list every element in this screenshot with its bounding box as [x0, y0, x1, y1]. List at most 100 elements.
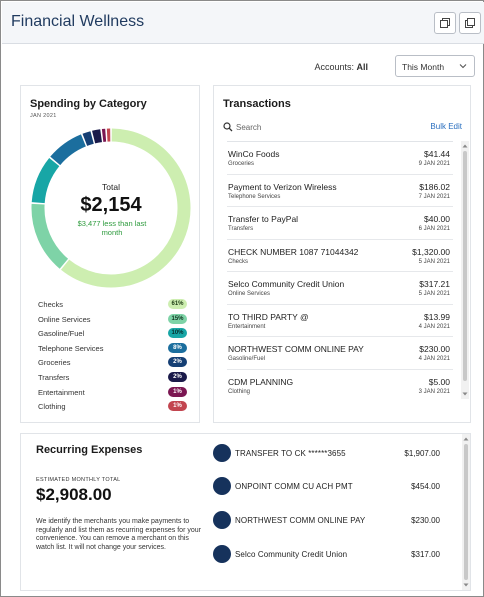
legend-item-label: Entertainment: [38, 387, 85, 397]
transaction-date: 3 JAN 2021: [418, 388, 450, 395]
transaction-name: CHECK NUMBER 1087 71044342: [228, 246, 359, 257]
chevron-down-icon: [459, 64, 467, 69]
donut-slice[interactable]: [60, 128, 191, 288]
transaction-row[interactable]: CHECK NUMBER 1087 71044342 Checks $1,320.0…: [227, 240, 453, 272]
legend-item[interactable]: Groceries 2%: [34, 355, 190, 370]
donut-slice[interactable]: [31, 203, 69, 269]
percent-badge: 61%: [168, 299, 187, 309]
transaction-date: 5 JAN 2021: [418, 291, 450, 297]
scrollbar-thumb[interactable]: [463, 151, 467, 381]
scroll-down-icon[interactable]: [462, 391, 468, 397]
total-label: Total: [102, 182, 120, 192]
scrollbar-thumb[interactable]: [464, 444, 468, 580]
legend-item-label: Clothing: [38, 402, 66, 412]
legend-item-label: Checks: [38, 300, 64, 309]
transaction-category: Gasoline/Fuel: [228, 356, 266, 362]
legend-item[interactable]: Gasoline/Fuel 10%: [34, 326, 190, 341]
legend-item-label: Transfers: [38, 372, 70, 382]
transactions-card: Transactions Bulk Edit WinCo Foods Grocer…: [213, 85, 471, 423]
transaction-amount: $317.21: [419, 279, 450, 289]
percent-badge: 10%: [168, 328, 187, 339]
transaction-category: Groceries: [228, 161, 255, 167]
period-select[interactable]: This Month: [395, 55, 475, 77]
transaction-amount: $5.00: [428, 376, 450, 387]
transaction-amount: $40.00: [424, 214, 450, 224]
spending-donut-chart: [31, 128, 191, 288]
recurring-item-name: TRANSFER TO CK ******3655: [235, 449, 346, 458]
transactions-scrollbar[interactable]: [461, 141, 469, 399]
transaction-category: Checks: [228, 258, 249, 265]
transaction-date: 9 JAN 2021: [418, 161, 450, 167]
spending-title: Spending by Category: [30, 98, 147, 110]
recurring-item-amount: $230.00: [411, 516, 440, 525]
transaction-row[interactable]: Payment to Verizon Wireless Telephone Ser…: [227, 175, 453, 207]
search-input[interactable]: [236, 120, 366, 134]
transaction-row[interactable]: CDM PLANNING Clothing $5.00 3 JAN 2021: [227, 370, 453, 400]
transaction-amount: $186.02: [419, 181, 450, 192]
legend-item[interactable]: Transfers 2%: [34, 370, 190, 385]
scroll-down-icon[interactable]: [463, 582, 469, 588]
transaction-name: Payment to Verizon Wireless: [228, 181, 337, 192]
bulk-edit-link[interactable]: Bulk Edit: [430, 122, 462, 131]
legend-item[interactable]: Entertainment 1%: [34, 385, 190, 400]
transaction-date: 4 JAN 2021: [418, 323, 450, 330]
merchant-avatar: [213, 545, 231, 563]
legend-item-label: Online Services: [38, 314, 91, 324]
donut-center: Total $2,154 $3,477 less than last month: [29, 126, 193, 290]
transaction-name: Selco Community Credit Union: [228, 279, 345, 289]
transaction-row[interactable]: WinCo Foods Groceries $41.44 9 JAN 2021: [227, 142, 453, 175]
donut-slice[interactable]: [31, 157, 60, 204]
minimize-button[interactable]: [434, 12, 456, 34]
filter-row: Accounts: All This Month: [1, 55, 484, 79]
minimize-icon: [440, 18, 450, 28]
transaction-row[interactable]: TO THIRD PARTY @ Entertainment $13.99 4 JAN…: [227, 305, 453, 337]
transaction-date: 5 JAN 2021: [418, 258, 450, 265]
merchant-avatar: [213, 477, 231, 495]
transaction-amount: $1,320.00: [412, 246, 450, 257]
recurring-item[interactable]: TRANSFER TO CK ******3655 $1,907.00: [213, 444, 453, 464]
recurring-card: Recurring Expenses ESTIMATED MONTHLY TOT…: [20, 433, 471, 591]
legend-item[interactable]: Checks 61%: [34, 297, 190, 312]
recurring-item[interactable]: NORTHWEST COMM ONLINE PAY $230.00: [213, 511, 453, 531]
donut-slice[interactable]: [92, 129, 103, 144]
donut-slice[interactable]: [82, 131, 94, 146]
transaction-date: 4 JAN 2021: [418, 356, 450, 362]
transaction-row[interactable]: NORTHWEST COMM ONLINE PAY Gasoline/Fuel $2…: [227, 337, 453, 370]
transaction-category: Transfers: [228, 226, 254, 232]
total-comparison: $3,477 less than last month: [77, 219, 147, 237]
transaction-name: Transfer to PayPal: [228, 214, 299, 224]
recurring-item-amount: $454.00: [411, 482, 440, 491]
popout-button[interactable]: [459, 12, 481, 34]
percent-badge: 1%: [168, 386, 187, 397]
transaction-row[interactable]: Transfer to PayPal Transfers $40.00 6 JAN 2…: [227, 207, 453, 240]
legend-item-label: Telephone Services: [38, 343, 104, 353]
legend-item[interactable]: Clothing 1%: [34, 399, 190, 414]
spending-card: Spending by Category JAN 2021 Total $2,1…: [20, 85, 200, 423]
legend-item[interactable]: Telephone Services 8%: [34, 341, 190, 356]
transaction-category: Clothing: [228, 388, 251, 395]
transaction-name: NORTHWEST COMM ONLINE PAY: [228, 344, 364, 354]
transaction-row[interactable]: Selco Community Credit Union Online Servi…: [227, 272, 453, 305]
legend-item[interactable]: Online Services 15%: [34, 312, 190, 327]
recurring-item[interactable]: ONPOINT COMM CU ACH PMT $454.00: [213, 477, 453, 497]
scroll-up-icon[interactable]: [463, 436, 469, 442]
accounts-filter[interactable]: Accounts: All: [314, 62, 368, 72]
accounts-value: All: [356, 62, 368, 72]
accounts-label: Accounts:: [314, 62, 354, 72]
transaction-name: TO THIRD PARTY @: [228, 311, 309, 322]
scroll-up-icon[interactable]: [462, 143, 468, 149]
spending-period: JAN 2021: [30, 113, 57, 119]
recurring-scrollbar[interactable]: [462, 434, 470, 590]
page-title: Financial Wellness: [11, 13, 145, 30]
period-select-value: This Month: [402, 62, 445, 72]
recurring-item[interactable]: Selco Community Credit Union $317.00: [213, 545, 453, 565]
header-bar: Financial Wellness: [2, 2, 484, 44]
percent-badge: 2%: [168, 371, 187, 382]
transaction-category: Telephone Services: [228, 193, 281, 200]
recurring-description: We identify the merchants you make payme…: [36, 518, 201, 551]
donut-slice[interactable]: [50, 134, 87, 166]
recurring-item-amount: $317.00: [411, 550, 440, 559]
transaction-date: 6 JAN 2021: [418, 226, 450, 232]
transactions-title: Transactions: [223, 98, 291, 110]
